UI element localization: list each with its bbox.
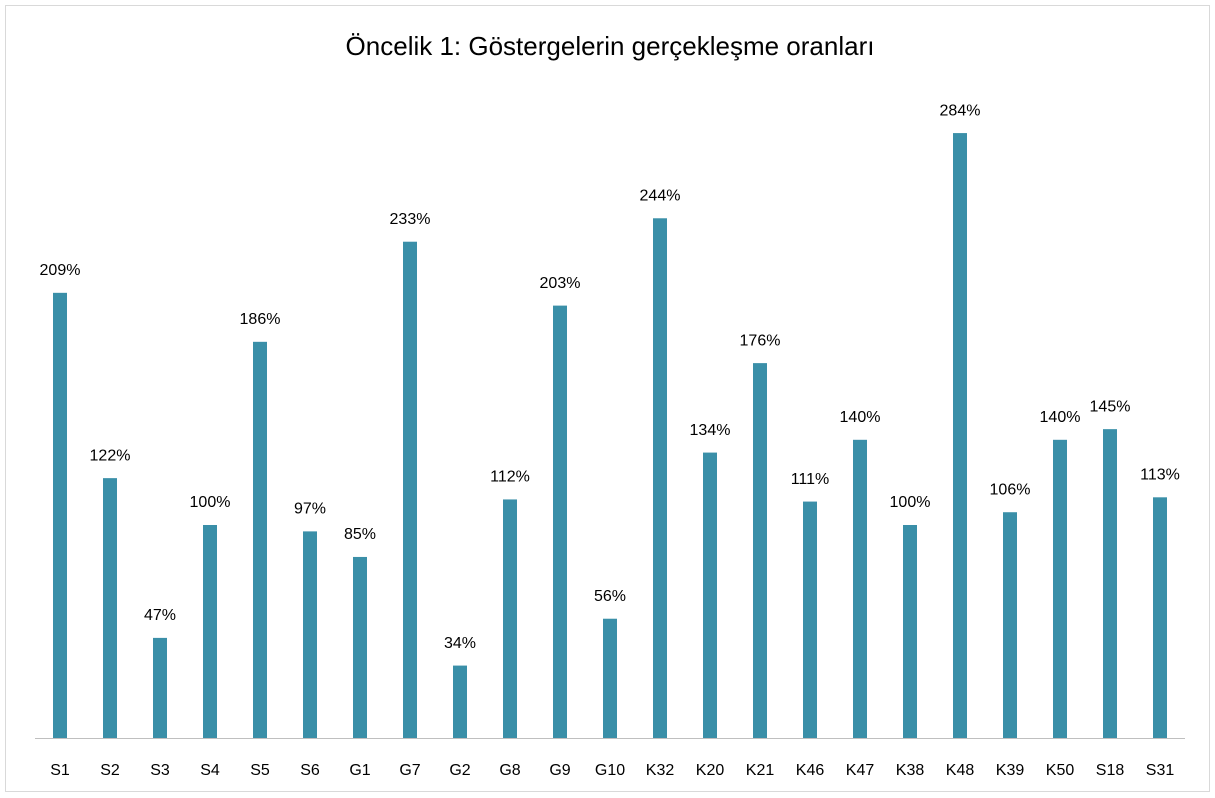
- bar: [503, 499, 517, 738]
- data-label: 203%: [540, 275, 581, 292]
- data-label: 34%: [444, 635, 476, 652]
- x-tick-label: G2: [449, 762, 470, 779]
- chart-title: Öncelik 1: Göstergelerin gerçekleşme ora…: [346, 31, 875, 61]
- bar: [1103, 429, 1117, 738]
- x-tick-label: S18: [1096, 762, 1125, 779]
- bar: [903, 525, 917, 738]
- bar: [1003, 512, 1017, 738]
- x-tick-label: K20: [696, 762, 725, 779]
- x-tick-label: K39: [996, 762, 1025, 779]
- x-tick-label: K46: [796, 762, 825, 779]
- x-tick-label: G9: [549, 762, 570, 779]
- bar: [303, 531, 317, 738]
- bar: [53, 292, 67, 738]
- x-tick-label: G8: [499, 762, 520, 779]
- x-tick-label: K32: [646, 762, 675, 779]
- bar: [203, 525, 217, 738]
- x-tick-label: S31: [1146, 762, 1175, 779]
- bar: [453, 665, 467, 738]
- x-tick-label: S2: [100, 762, 120, 779]
- data-label: 100%: [190, 494, 231, 511]
- data-label: 176%: [740, 332, 781, 349]
- data-label: 97%: [294, 501, 326, 518]
- data-label: 112%: [490, 469, 530, 486]
- data-label: 145%: [1090, 398, 1131, 415]
- data-label: 140%: [840, 409, 881, 426]
- bar: [403, 241, 417, 738]
- bar: [353, 556, 367, 738]
- x-tick-label: K50: [1046, 762, 1075, 779]
- bar: [1053, 439, 1067, 738]
- data-label: 134%: [690, 422, 731, 439]
- data-label: 209%: [40, 262, 81, 279]
- x-tick-label: S6: [300, 762, 320, 779]
- data-label: 47%: [144, 607, 176, 624]
- data-label: 56%: [594, 588, 626, 605]
- bar: [553, 305, 567, 738]
- bar: [603, 618, 617, 738]
- data-label: 284%: [940, 102, 981, 119]
- x-tick-label: S1: [50, 762, 70, 779]
- x-tick-label: K38: [896, 762, 925, 779]
- x-tick-label: G10: [595, 762, 625, 779]
- data-label: 233%: [390, 211, 431, 228]
- data-label: 122%: [90, 447, 131, 464]
- x-tick-label: S5: [250, 762, 270, 779]
- x-tick-label: K48: [946, 762, 975, 779]
- bar: [753, 363, 767, 738]
- bar: [853, 439, 867, 738]
- bar: [103, 478, 117, 738]
- bar: [703, 452, 717, 738]
- bar: [653, 218, 667, 738]
- data-label: 244%: [640, 187, 681, 204]
- data-label: 186%: [240, 311, 281, 328]
- x-tick-label: G1: [349, 762, 370, 779]
- data-label: 100%: [890, 494, 931, 511]
- data-label: 106%: [990, 481, 1031, 498]
- data-label: 140%: [1040, 409, 1081, 426]
- bar: [1153, 497, 1167, 738]
- x-tick-label: K47: [846, 762, 875, 779]
- x-tick-label: K21: [746, 762, 775, 779]
- bar: [153, 637, 167, 738]
- bar: [253, 341, 267, 738]
- bar: [803, 501, 817, 738]
- x-tick-label: G7: [399, 762, 420, 779]
- data-label: 111%: [791, 471, 830, 488]
- data-label: 85%: [344, 526, 376, 543]
- data-label: 113%: [1140, 467, 1180, 484]
- x-tick-label: S3: [150, 762, 170, 779]
- x-tick-label: S4: [200, 762, 220, 779]
- bar: [953, 133, 967, 738]
